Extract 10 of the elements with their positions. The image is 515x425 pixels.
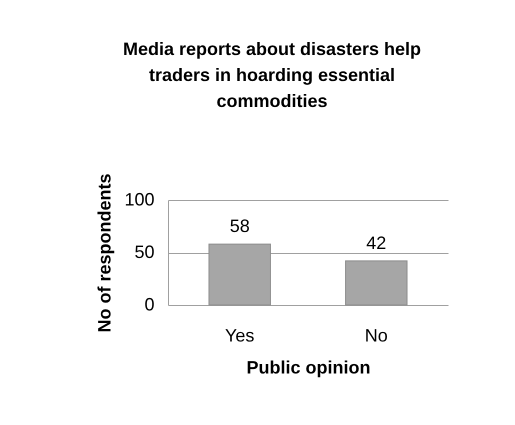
data-label: 42 [366, 232, 386, 253]
x-tick-label: No [364, 326, 388, 346]
y-tick-label: 0 [144, 294, 154, 314]
data-label: 58 [230, 216, 250, 236]
y-tick-label: 50 [134, 242, 154, 262]
chart-title: Media reports about disasters help traders in hoarding essential commodities [122, 39, 422, 111]
y-axis-title: No of respondents [94, 173, 114, 333]
x-tick-label: Yes [225, 326, 254, 346]
x-axis-title: Public opinion [246, 358, 370, 378]
y-tick-label: 100 [124, 190, 154, 210]
